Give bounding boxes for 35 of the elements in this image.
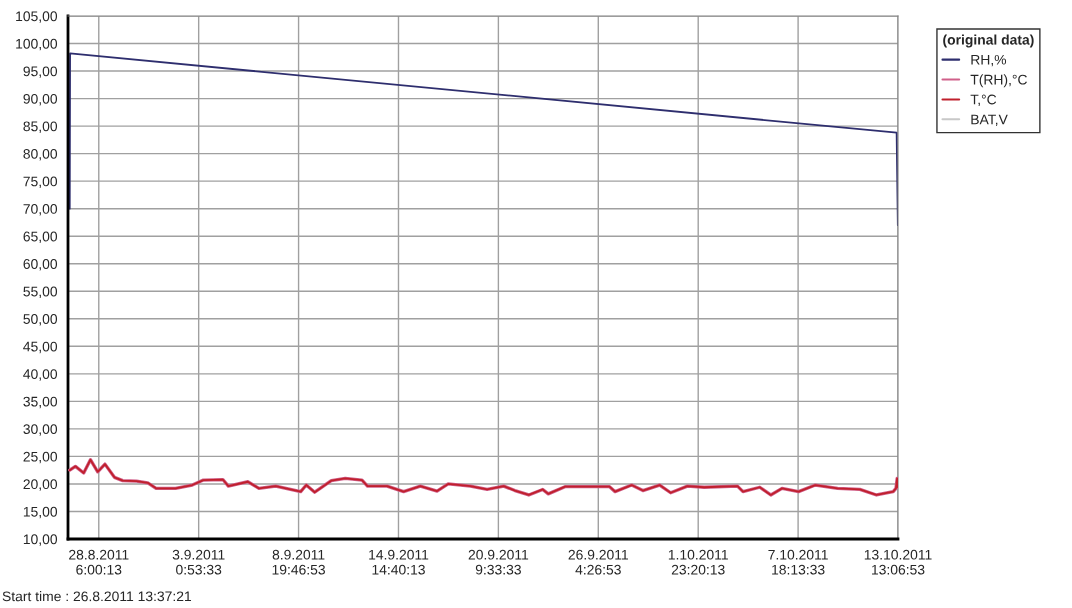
y-tick-label: 10,00 bbox=[23, 534, 58, 546]
y-tick-label: 70,00 bbox=[23, 204, 58, 216]
y-tick-label: 40,00 bbox=[23, 369, 58, 381]
legend-label: BAT,V bbox=[971, 114, 1008, 126]
x-tick-label: 7.10.2011 18:13:33 bbox=[768, 549, 828, 575]
y-tick-label: 80,00 bbox=[23, 148, 58, 161]
y-tick-label: 50,00 bbox=[23, 314, 58, 326]
x-tick-label: 20.9.2011 9:33:33 bbox=[468, 549, 529, 575]
y-tick-label: 15,00 bbox=[23, 506, 58, 519]
y-tick-label: 35,00 bbox=[23, 396, 58, 409]
legend-label: T,°C bbox=[970, 94, 997, 107]
x-tick-label: 8.9.2011 19:46:53 bbox=[272, 549, 325, 575]
y-tick-label: 85,00 bbox=[23, 121, 58, 133]
y-tick-label: 75,00 bbox=[23, 176, 58, 188]
y-tick-label: 100,00 bbox=[16, 38, 58, 51]
y-tick-label: 55,00 bbox=[23, 286, 58, 299]
y-tick-label: 20,00 bbox=[23, 479, 58, 491]
y-tick-label: 105,00 bbox=[16, 11, 58, 23]
y-tick-label: 65,00 bbox=[23, 231, 58, 244]
x-tick-label: 13.10.2011 13:06:53 bbox=[864, 549, 932, 575]
legend-title: (original data) bbox=[943, 34, 1034, 48]
y-tick-label: 45,00 bbox=[23, 341, 58, 354]
legend-label: RH,% bbox=[971, 54, 1007, 67]
x-tick-label: 26.9.2011 4:26:53 bbox=[568, 549, 628, 575]
y-tick-label: 90,00 bbox=[23, 93, 58, 106]
y-tick-label: 95,00 bbox=[23, 66, 58, 78]
legend-label: T(RH),°C bbox=[970, 74, 1027, 88]
x-tick-label: 28.8.2011 6:00:13 bbox=[69, 549, 129, 575]
y-tick-label: 60,00 bbox=[23, 259, 58, 271]
text: Start time : 26.8.2011 13:37:21 bbox=[2, 591, 192, 602]
y-tick-label: 25,00 bbox=[23, 451, 58, 464]
x-tick-label: 14.9.2011 14:40:13 bbox=[369, 549, 429, 575]
x-tick-label: 3.9.2011 0:53:33 bbox=[172, 549, 225, 575]
y-tick-label: 30,00 bbox=[23, 424, 58, 436]
x-tick-label: 1.10.2011 23:20:13 bbox=[668, 549, 728, 575]
